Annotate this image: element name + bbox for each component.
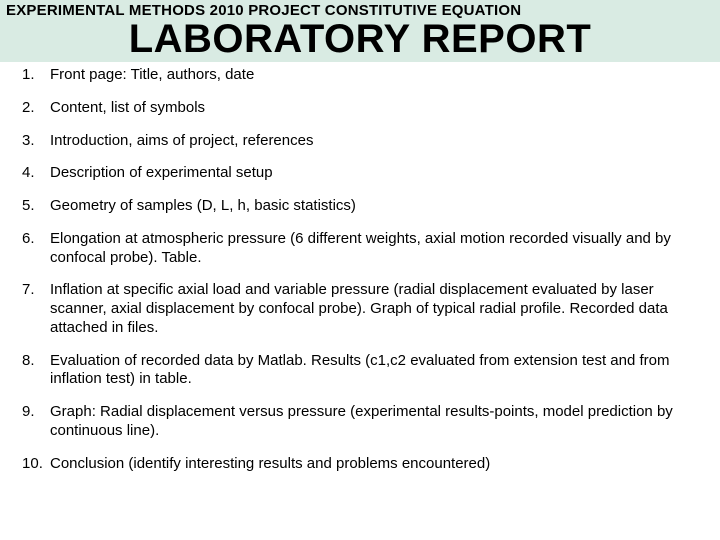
list-item: Front page: Title, authors, date <box>22 66 700 85</box>
list-item: Description of experimental setup <box>22 164 700 183</box>
list-item: Graph: Radial displacement versus pressu… <box>22 403 700 441</box>
list-item: Geometry of samples (D, L, h, basic stat… <box>22 197 700 216</box>
list-item: Elongation at atmospheric pressure (6 di… <box>22 230 700 268</box>
list-item: Inflation at specific axial load and var… <box>22 281 700 337</box>
report-outline-list: Front page: Title, authors, date Content… <box>0 62 720 473</box>
main-title: LABORATORY REPORT <box>6 17 714 62</box>
list-item: Introduction, aims of project, reference… <box>22 132 700 151</box>
header-band: EXPERIMENTAL METHODS 2010 PROJECT CONSTI… <box>0 0 720 62</box>
list-item: Content, list of symbols <box>22 99 700 118</box>
list-item: Evaluation of recorded data by Matlab. R… <box>22 352 700 390</box>
list-item: Conclusion (identify interesting results… <box>22 455 700 474</box>
